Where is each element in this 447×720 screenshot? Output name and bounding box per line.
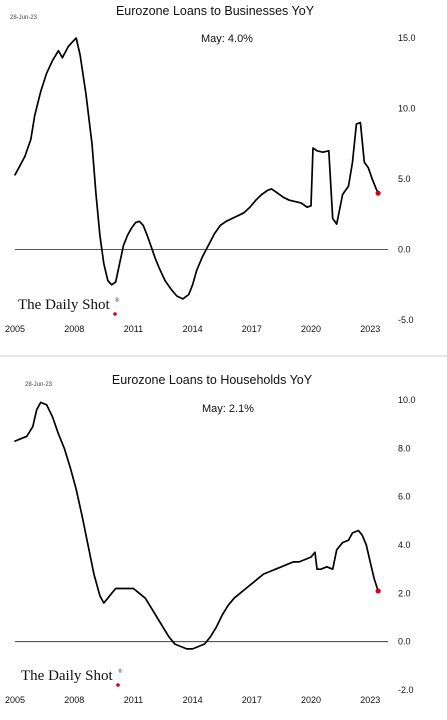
x-tick-label: 2005 <box>5 324 25 334</box>
series-line <box>14 401 379 650</box>
brand-logo: The Daily Shot ® <box>18 297 120 316</box>
latest-value-annotation: May: 2.1% <box>202 403 254 415</box>
chart-panel-households: 28-Jun-23 Eurozone Loans to Households Y… <box>5 373 416 705</box>
y-tick-label: -2.0 <box>398 685 414 695</box>
chart-title: Eurozone Loans to Businesses YoY <box>116 4 315 18</box>
x-tick-label: 2020 <box>301 695 321 705</box>
x-tick-label: 2011 <box>124 695 143 705</box>
x-tick-label: 2011 <box>124 324 143 334</box>
x-tick-label: 2020 <box>301 324 321 334</box>
latest-point-marker <box>375 588 381 594</box>
y-tick-label: 2.0 <box>398 588 411 598</box>
y-tick-label: 4.0 <box>398 540 411 550</box>
x-tick-label: 2005 <box>5 695 25 705</box>
y-tick-label: 5.0 <box>398 174 411 184</box>
date-stamp: 28-Jun-23 <box>10 15 38 21</box>
x-tick-label: 2008 <box>64 695 84 705</box>
brand-text: The Daily Shot <box>18 297 110 313</box>
y-tick-label: 10.0 <box>398 395 416 405</box>
latest-value-annotation: May: 4.0% <box>201 33 253 45</box>
series-line <box>14 37 379 300</box>
x-axis-ticks: 2005 2008 2011 2014 2017 2020 2023 <box>5 695 380 705</box>
series-group <box>14 401 381 650</box>
latest-point-marker <box>375 190 381 196</box>
brand-dot <box>116 683 120 687</box>
chart-panel-businesses: 28-Jun-23 Eurozone Loans to Businesses Y… <box>5 4 416 334</box>
series-group <box>14 37 381 300</box>
y-tick-label: 10.0 <box>398 104 416 114</box>
y-tick-label: 8.0 <box>398 443 411 453</box>
x-tick-label: 2017 <box>242 695 262 705</box>
y-axis-ticks: 10.0 8.0 6.0 4.0 2.0 0.0 -2.0 <box>398 395 416 695</box>
x-tick-label: 2008 <box>64 324 84 334</box>
brand-registered-mark: ® <box>118 668 123 675</box>
x-tick-label: 2023 <box>360 695 380 705</box>
brand-registered-mark: ® <box>115 297 120 304</box>
y-tick-label: 15.0 <box>398 33 416 43</box>
y-tick-label: 0.0 <box>398 245 411 255</box>
x-tick-label: 2017 <box>242 324 262 334</box>
x-axis-ticks: 2005 2008 2011 2014 2017 2020 2023 <box>5 324 380 334</box>
y-tick-label: 6.0 <box>398 492 411 502</box>
brand-dot <box>113 312 117 316</box>
brand-logo: The Daily Shot ® <box>21 668 123 687</box>
brand-text: The Daily Shot <box>21 668 113 684</box>
x-tick-label: 2014 <box>183 695 203 705</box>
y-axis-ticks: 15.0 10.0 5.0 0.0 -5.0 <box>398 33 416 325</box>
date-stamp: 28-Jun-23 <box>25 382 53 388</box>
y-tick-label: 0.0 <box>398 637 411 647</box>
x-tick-label: 2023 <box>360 324 380 334</box>
chart-title: Eurozone Loans to Households YoY <box>112 373 313 387</box>
x-tick-label: 2014 <box>183 324 203 334</box>
y-tick-label: -5.0 <box>398 315 414 325</box>
